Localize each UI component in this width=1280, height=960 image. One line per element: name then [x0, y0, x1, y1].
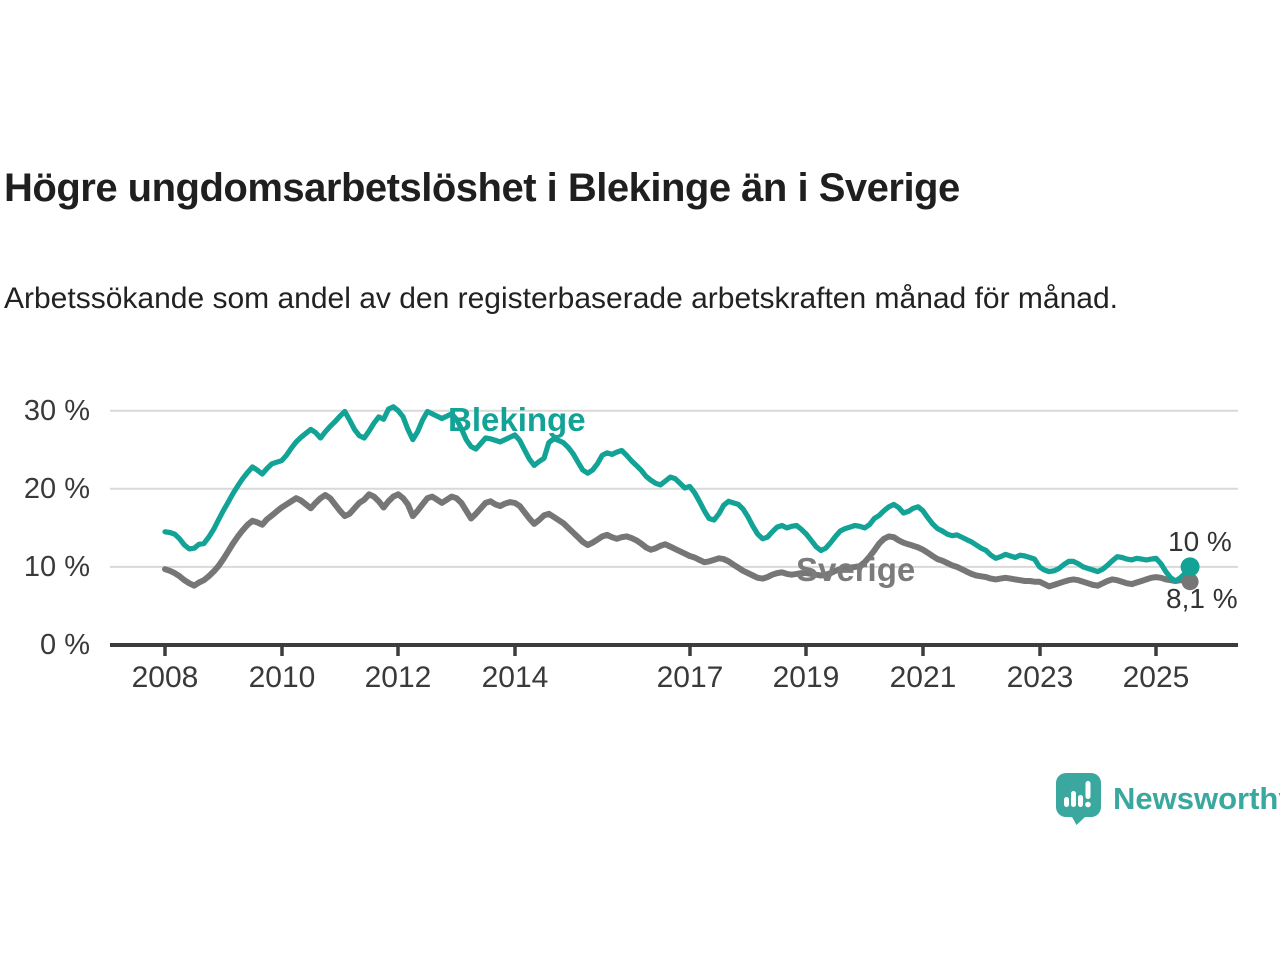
y-tick-label-10: 10 % [24, 551, 90, 583]
brand-name: Newsworthy [1113, 781, 1280, 816]
x-tick-label-2019: 2019 [773, 661, 840, 694]
x-tick-label-2008: 2008 [132, 661, 199, 694]
line-chart: 30 % 20 % 10 % 0 % 2008 2010 2012 2014 [24, 395, 1238, 694]
y-tick-label-20: 20 % [24, 473, 90, 505]
series-line-sverige [162, 491, 1194, 590]
x-axis-ticks [163, 647, 1158, 656]
x-tick-label-2012: 2012 [365, 661, 432, 694]
y-tick-label-0: 0 % [40, 629, 90, 661]
end-value-blekinge: 10 % [1168, 526, 1232, 557]
x-tick-label-2023: 2023 [1007, 661, 1074, 694]
y-tick-label-30: 30 % [24, 395, 90, 427]
series-label-blekinge: Blekinge [448, 401, 586, 438]
series-line-blekinge [162, 404, 1193, 584]
series-label-sverige: Sverige [796, 551, 915, 588]
page-title: Högre ungdomsarbetslöshet i Blekinge än … [4, 165, 960, 210]
chart-subtitle: Arbetssökande som andel av den registerb… [4, 282, 1118, 315]
x-tick-label-2010: 2010 [249, 661, 316, 694]
x-tick-label-2017: 2017 [657, 661, 724, 694]
bar-chart-exclamation-glyph [1064, 781, 1091, 808]
end-dot-blekinge [1180, 557, 1200, 577]
x-tick-label-2025: 2025 [1123, 661, 1190, 694]
end-value-sverige: 8,1 % [1166, 583, 1238, 614]
chart-area: 30 % 20 % 10 % 0 % 2008 2010 2012 2014 [0, 368, 1280, 718]
newsworthy-logo-icon [1056, 773, 1101, 825]
brand-footer: Newsworthy [1056, 773, 1280, 825]
x-tick-label-2014: 2014 [482, 661, 549, 694]
end-dot-sverige [1181, 573, 1199, 591]
x-tick-label-2021: 2021 [890, 661, 957, 694]
